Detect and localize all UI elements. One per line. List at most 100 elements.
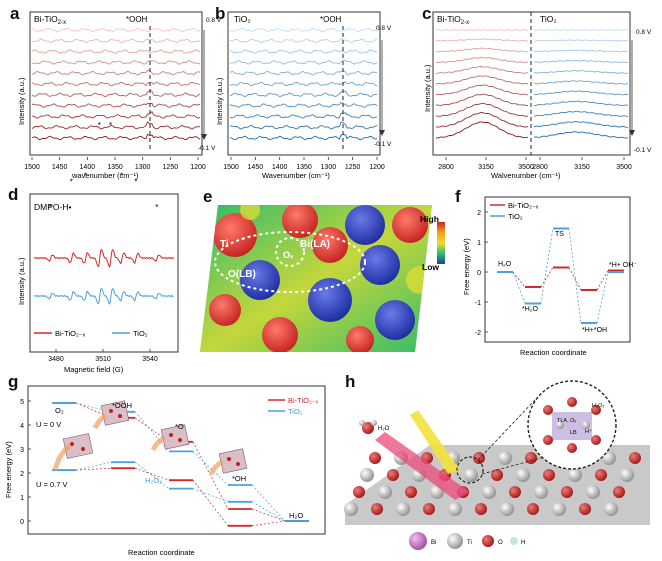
tick-label: 1300 [321, 164, 337, 171]
panel-c: Bi-TiO2-x TiO₂ 0.8 V -0.1 V Intensity (a… [423, 11, 652, 180]
panel-e-outline-small [275, 237, 305, 267]
panel-g-u0-label: U = 0 V [36, 420, 61, 429]
panel-g-yticks: 5 4 3 2 1 0 [20, 399, 31, 526]
spectrum-line [31, 27, 201, 33]
panel-c-v-top: 0.8 V [636, 29, 652, 36]
slab-atom [509, 486, 521, 498]
peak-star: * [70, 178, 73, 187]
panel-a-annotation: *OOH [126, 15, 148, 24]
slab-atom [344, 502, 358, 516]
slab-atom [369, 452, 381, 464]
energy-connector [251, 508, 286, 522]
spectrum-line [533, 39, 629, 42]
energy-connector [134, 461, 170, 489]
slab-atom [475, 503, 487, 515]
tick-label: 2 [20, 471, 24, 478]
panel-h-legend: Bi Ti O H [409, 532, 525, 550]
panel-f-yticks: 2 1 0 -1 -2 [475, 210, 488, 337]
slab-atom [613, 486, 625, 498]
slab-atom [387, 469, 399, 481]
state-label: TS [555, 231, 564, 238]
slab-atom [491, 469, 503, 481]
panel-b: TiO₂ *OOH 0.8 V -0.1 V Intensity (a.u.) … [215, 11, 392, 180]
slab-atom [552, 502, 566, 516]
slab-atom [516, 468, 530, 482]
panel-letter-b: b [215, 4, 226, 23]
slab-atom [595, 469, 607, 481]
panel-h-legend-ti: Ti [467, 540, 472, 546]
tick-label: 1250 [345, 164, 361, 171]
slab-atom [423, 503, 435, 515]
tick-label: 1400 [272, 164, 288, 171]
slab-atom [353, 486, 365, 498]
spectrum-line [31, 69, 201, 76]
spectrum-line [533, 131, 629, 139]
panel-a-xticks: 1500 1450 1400 1350 1300 1250 1200 [24, 157, 206, 171]
epr-line [33, 248, 175, 268]
panel-h-legend-o: O [498, 540, 503, 546]
panel-letter-a: a [10, 4, 20, 23]
panel-letter-g: g [8, 372, 19, 391]
slab-atom [629, 452, 641, 464]
spectrum-line [230, 38, 378, 44]
panel-b-spectra [229, 27, 378, 141]
spectrum-line [533, 90, 629, 96]
tick-label: 1350 [107, 164, 123, 171]
tick-label: 3150 [574, 164, 590, 171]
peak-star: * [120, 171, 123, 180]
state-label: *OOH [112, 401, 132, 410]
panel-h: H₂O TLA, Oᵥ LB H₂O₂ H⁺ Bi Ti O H [344, 380, 650, 550]
energy-connector [134, 411, 170, 452]
state-label: *H+*OH [582, 327, 607, 334]
panel-c-left-label: Bi-TiO2-x [437, 14, 469, 26]
tick-label: -1 [475, 300, 481, 307]
tick-label: 1350 [296, 164, 312, 171]
panel-h-beam [375, 432, 470, 500]
spectrum-line [31, 102, 201, 108]
slab-atom [464, 468, 478, 482]
panel-g-ylabel: Free energy (eV) [4, 441, 13, 498]
tick-label: 3480 [48, 356, 64, 363]
spectrum-line [31, 133, 201, 141]
tick-label: 2800 [532, 164, 548, 171]
panel-e-label-ti: Ti [220, 239, 229, 250]
panel-letter-e: e [203, 187, 213, 206]
tick-label: 1 [20, 495, 24, 502]
energy-connector [75, 461, 112, 471]
spectrum-line [229, 121, 378, 130]
tick-label: 3540 [142, 356, 158, 363]
slab-atom [579, 503, 591, 515]
panel-e-label-olb: O(LB) [228, 269, 256, 280]
tick-label: 1300 [135, 164, 151, 171]
energy-connector [251, 484, 286, 522]
panel-d-ylabel: Intensity (a.u.) [17, 257, 26, 305]
spectrum-line [435, 56, 529, 64]
panel-e-high: High [420, 214, 439, 224]
panel-b-annotation: *OOH [320, 15, 342, 24]
energy-connector [596, 271, 609, 324]
panel-g-h2o2-label: H₂O₂ [145, 476, 162, 485]
state-label: O₂ [55, 406, 64, 415]
panel-a-v-bot: -0.1 V [198, 145, 216, 152]
slab-atom [360, 468, 374, 482]
spectrum-line [533, 59, 629, 64]
energy-connector [134, 417, 170, 443]
panel-b-sample-label: TiO₂ [234, 14, 251, 24]
panel-letter-f: f [455, 187, 461, 206]
panel-e: Ti Bi(LA) O(LB) Oᵥ High Low [200, 205, 445, 352]
slab-atom [371, 503, 383, 515]
tick-label: 1200 [369, 164, 385, 171]
slab-atom [378, 485, 392, 499]
panel-h-inset-tla: TLA, Oᵥ [557, 418, 576, 424]
panel-h-water-label: H₂O [378, 426, 390, 432]
panel-f-ylabel: Free energy (eV) [462, 238, 471, 295]
tick-label: 3500 [518, 164, 534, 171]
peak-star: * [134, 178, 137, 187]
panel-h-water-o [362, 422, 374, 434]
slab-atom [500, 502, 514, 516]
panel-d-title: DMPO-H• [34, 202, 71, 212]
panel-letter-c: c [422, 4, 432, 23]
panel-h-light [410, 410, 460, 474]
